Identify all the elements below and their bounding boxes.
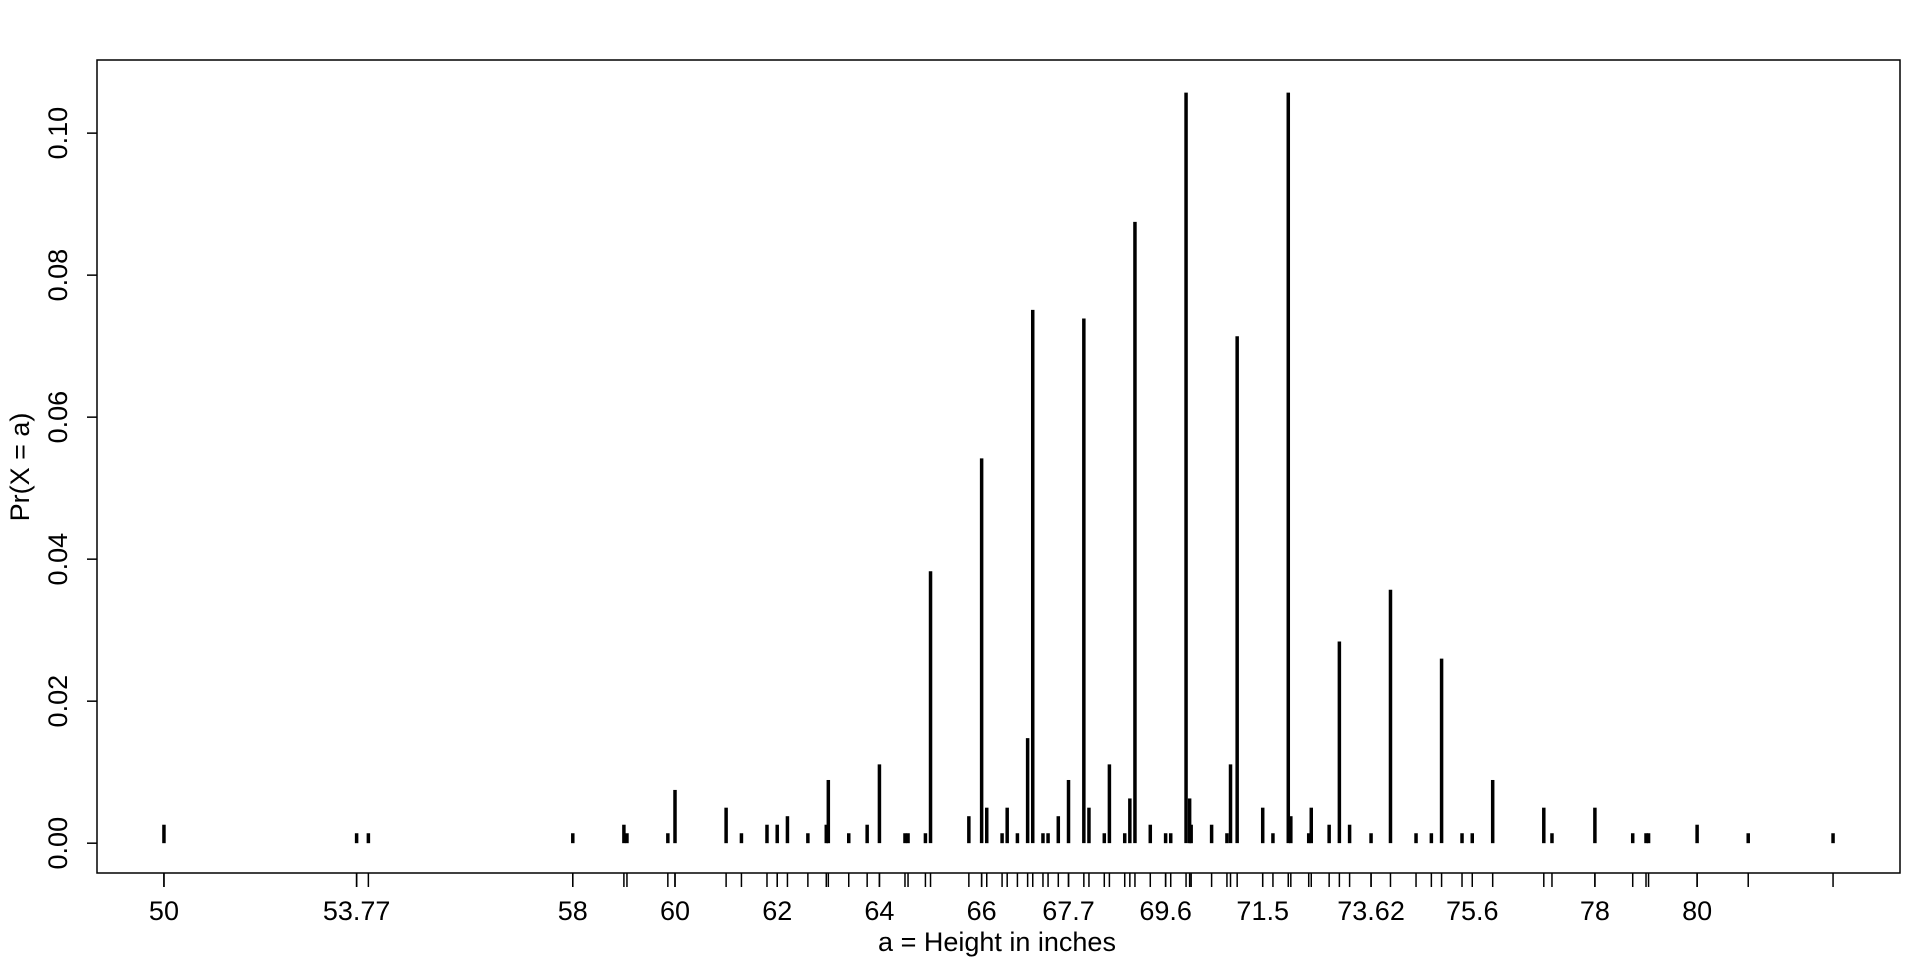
y-tick-label: 0.04 xyxy=(43,533,73,586)
y-tick-label: 0.06 xyxy=(43,391,73,444)
x-tick-label: 67.7 xyxy=(1042,896,1095,926)
x-tick-label: 58 xyxy=(558,896,588,926)
y-tick-label: 0.08 xyxy=(43,249,73,302)
x-tick-label: 75.6 xyxy=(1446,896,1499,926)
y-tick-label: 0.00 xyxy=(43,817,73,870)
x-tick-label: 60 xyxy=(660,896,690,926)
x-tick-label: 69.6 xyxy=(1139,896,1192,926)
x-tick-label: 66 xyxy=(967,896,997,926)
x-tick-label: 62 xyxy=(762,896,792,926)
y-tick-label: 0.10 xyxy=(43,107,73,160)
y-axis-label: Pr(X = a) xyxy=(5,413,35,522)
plot-frame xyxy=(96,59,1901,874)
x-tick-label: 80 xyxy=(1682,896,1712,926)
x-tick-label: 50 xyxy=(149,896,179,926)
x-tick-label: 78 xyxy=(1580,896,1610,926)
x-tick-label: 64 xyxy=(864,896,894,926)
x-tick-label: 53.77 xyxy=(323,896,391,926)
x-tick-label: 73.62 xyxy=(1337,896,1405,926)
y-tick-label: 0.02 xyxy=(43,675,73,728)
x-tick-label: 71.5 xyxy=(1236,896,1289,926)
x-axis-label: a = Height in inches xyxy=(878,927,1116,957)
